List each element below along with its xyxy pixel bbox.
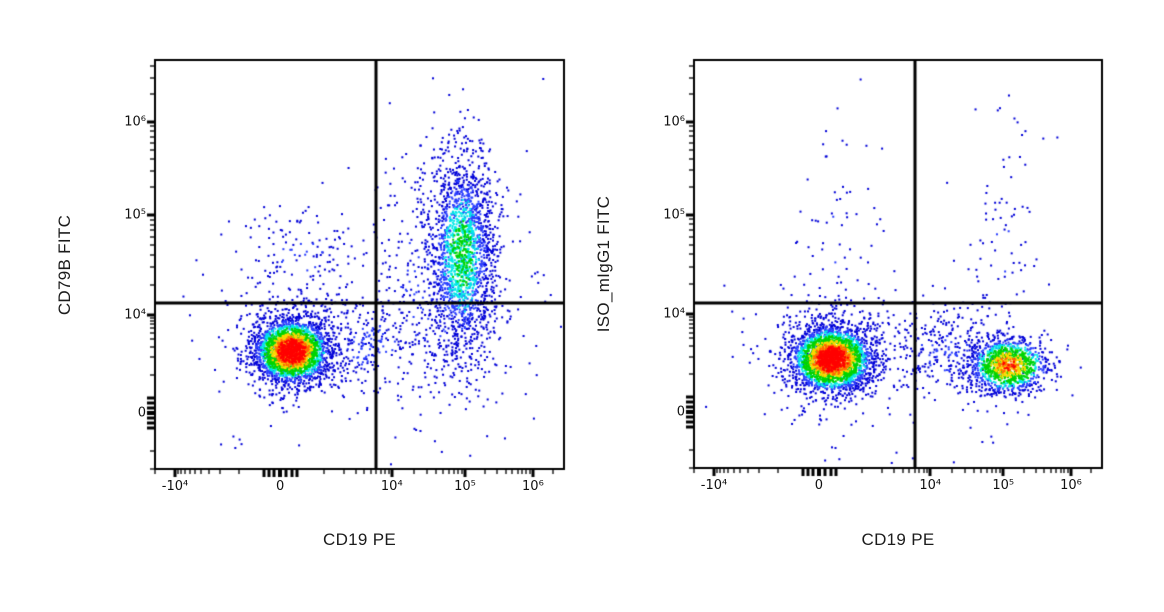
x-tick-label: -10⁴ [700,478,728,493]
y-tick-label: 10⁵ [124,207,146,223]
y-tick-label: 10⁶ [124,114,146,130]
x-tick-label: 0 [814,478,823,493]
x-tick-label: 10⁵ [992,478,1015,493]
x-tick-label: 10⁶ [522,479,544,494]
x-tick-label: 10⁶ [1060,478,1082,493]
x-tick-label: -10⁴ [161,479,189,494]
y-tick-label: 10⁴ [663,306,685,322]
x-axis-label-left-panel: CD19 PE [323,530,396,549]
y-tick-label: 0 [676,404,685,420]
y-tick-label: 10⁵ [663,207,685,223]
y-tick-label: 10⁴ [124,307,146,323]
x-tick-label: 10⁴ [919,478,942,493]
x-tick-label: 10⁵ [454,479,476,494]
x-tick-label: 10⁴ [380,479,403,494]
x-tick-label: 0 [276,479,285,494]
x-axis-label-right-panel: CD19 PE [861,530,935,549]
y-axis-label-left-panel: CD79B FITC [55,214,74,315]
y-tick-label: 0 [137,405,146,421]
y-tick-label: 10⁶ [663,114,685,130]
y-axis-label-right-panel: ISO_mIgG1 FITC [594,195,613,333]
